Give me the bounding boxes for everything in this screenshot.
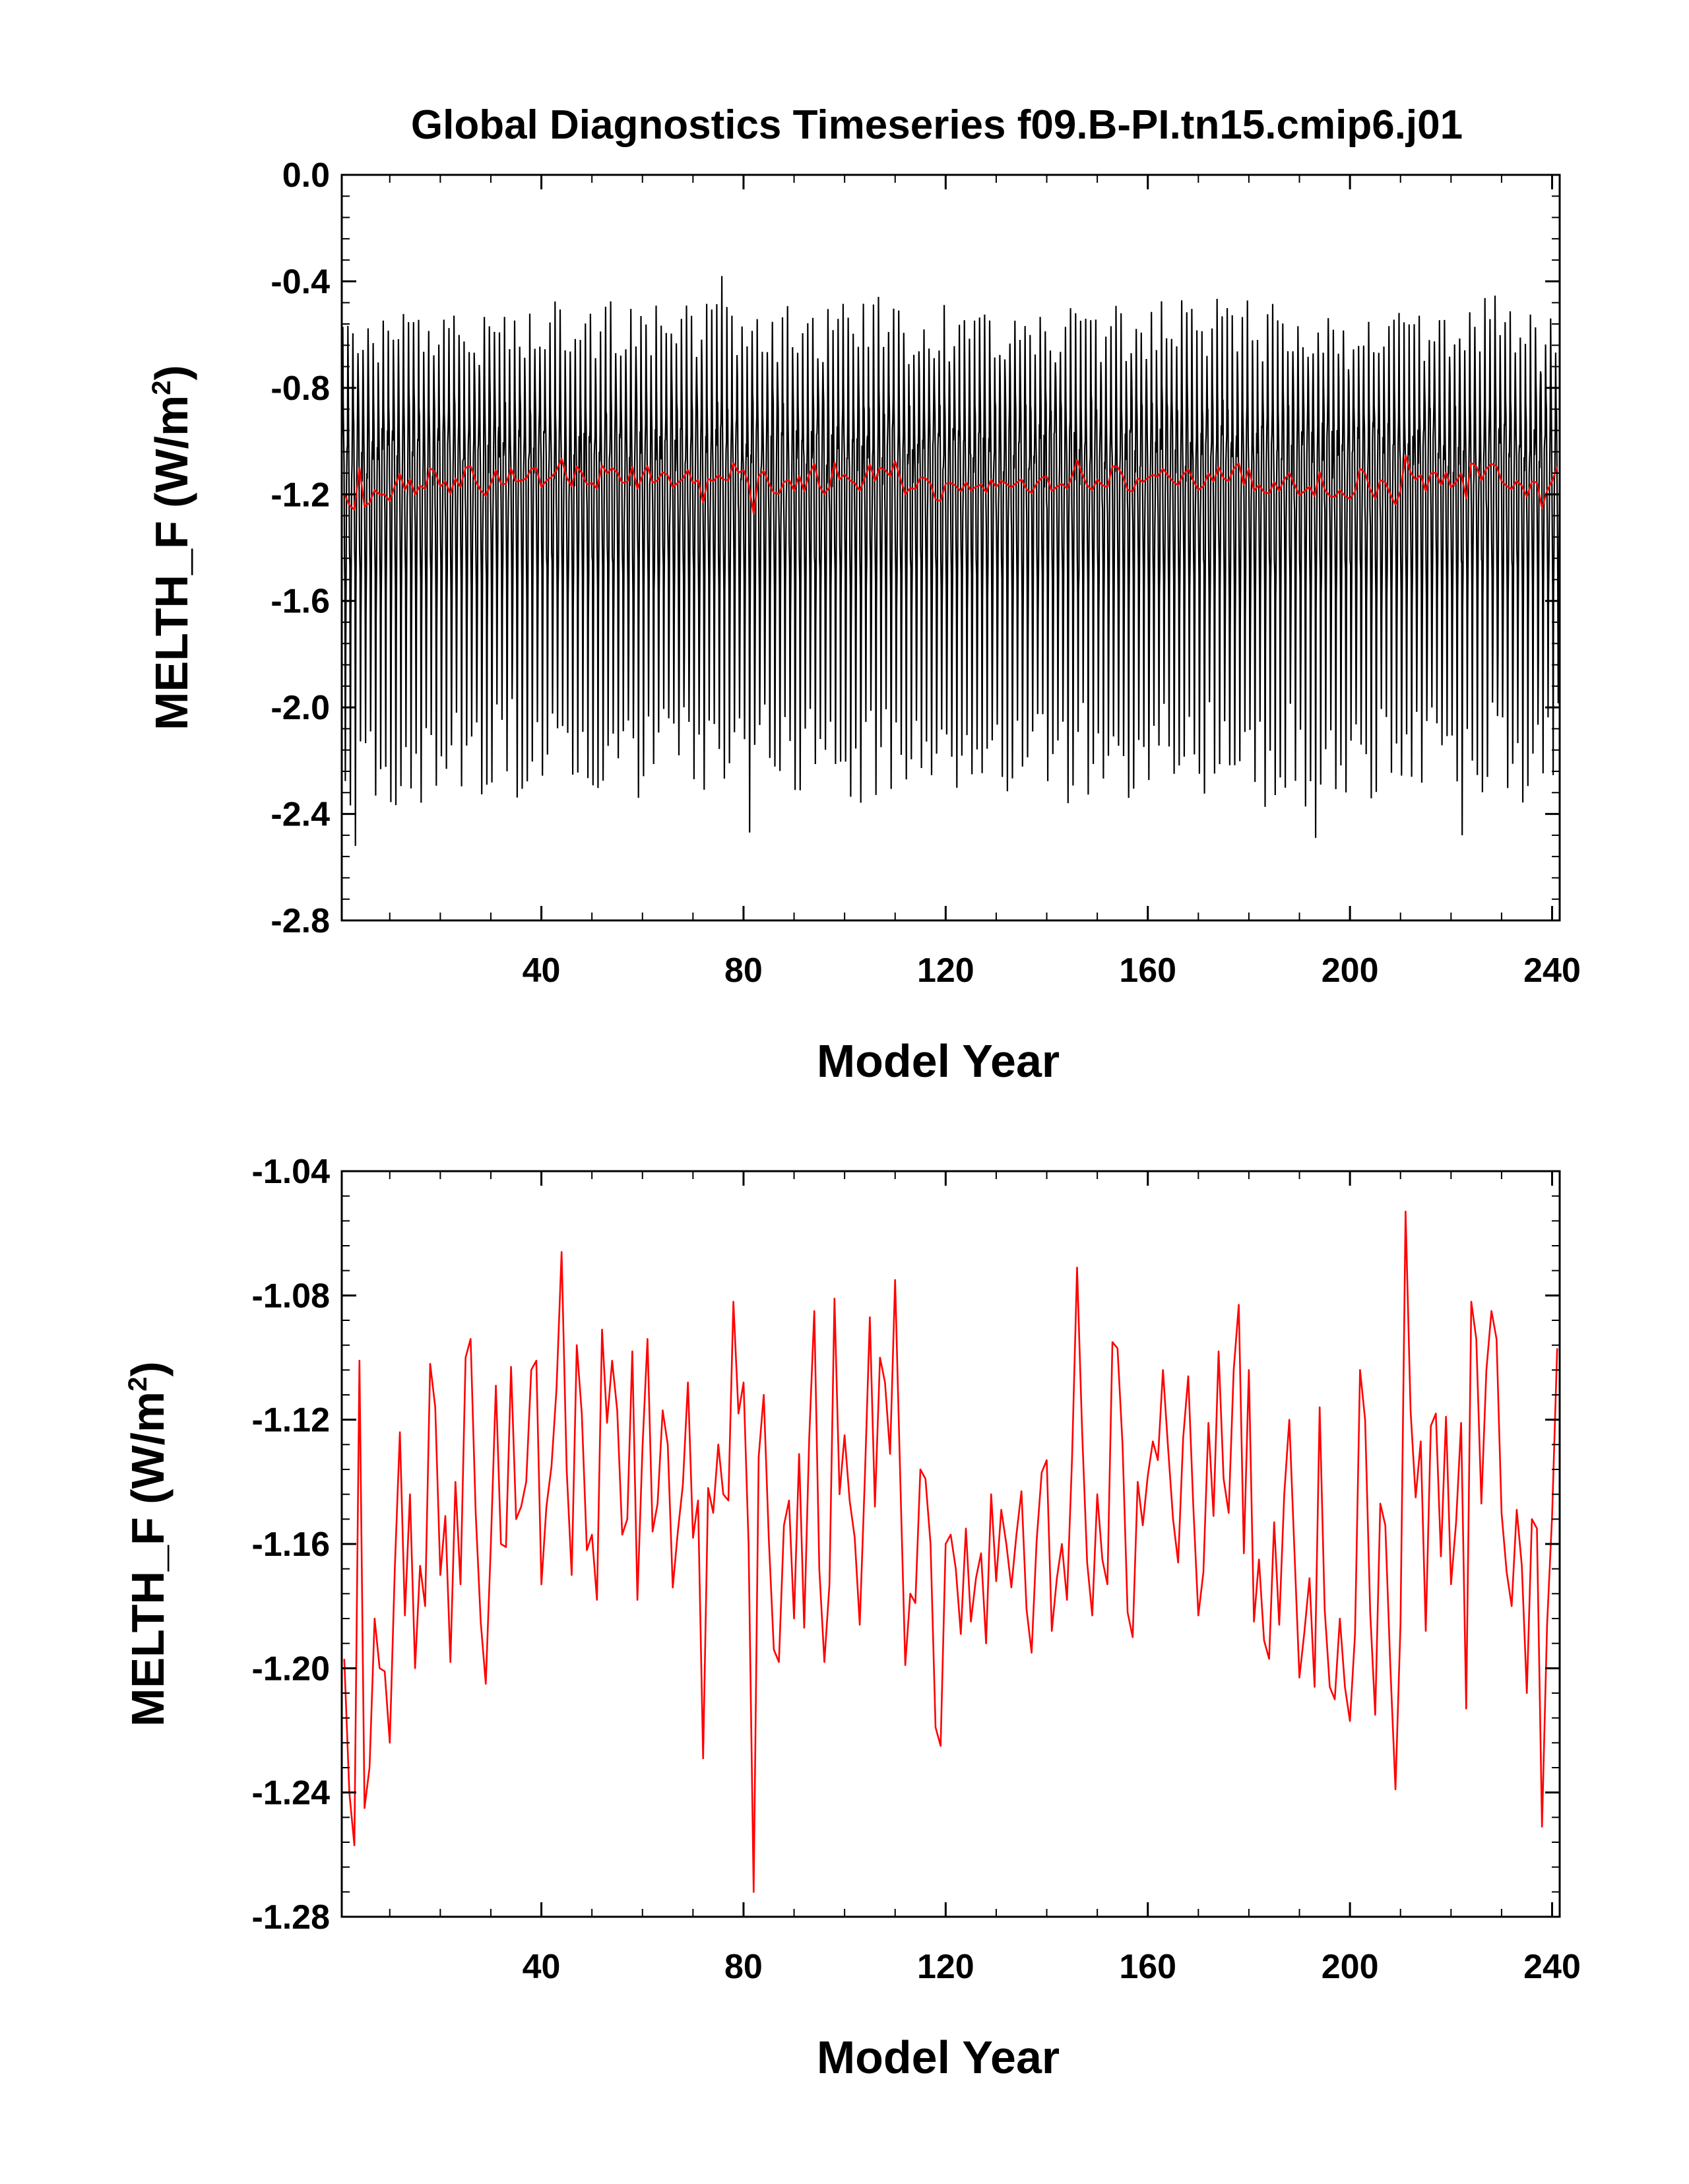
annual-mean-line — [343, 1210, 1558, 1893]
bottom-y-tick-label: -1.24 — [251, 1774, 330, 1813]
top-plot-frame — [340, 174, 1561, 922]
top-y-axis-label: MELTH_F (W/m2) — [146, 365, 197, 730]
top-y-tick-label: -2.4 — [271, 796, 330, 834]
bottom-annual-series — [343, 1210, 1558, 1893]
top-y-axis-label-close: ) — [146, 365, 197, 380]
top-y-tick-label: -2.0 — [271, 689, 330, 727]
top-annual-series — [343, 454, 1558, 515]
top-x-tick-label: 160 — [1119, 951, 1176, 990]
top-x-tick-label: 240 — [1523, 951, 1581, 990]
top-x-tick-labels: 40 80 120 160 200 240 — [523, 951, 1581, 990]
bottom-y-axis-label-close: ) — [122, 1361, 174, 1376]
bottom-y-tick-labels: -1.04 -1.08 -1.12 -1.16 -1.20 -1.24 -1.28 — [251, 1153, 330, 1937]
bottom-tick-marks — [342, 1170, 1560, 1918]
top-y-tick-labels: 0.0 -0.4 -0.8 -1.2 -1.6 -2.0 -2.4 -2.8 — [271, 156, 330, 940]
bottom-y-tick-label: -1.28 — [251, 1898, 330, 1937]
bottom-x-axis-label: Model Year — [817, 2032, 1060, 2083]
top-y-tick-label: -0.4 — [271, 263, 330, 301]
bottom-x-tick-labels: 40 80 120 160 200 240 — [523, 1948, 1581, 1986]
bottom-y-axis-label: MELTH_F (W/m2) — [122, 1361, 174, 1727]
bottom-x-tick-label: 200 — [1322, 1948, 1379, 1986]
bottom-panel: -1.04 -1.08 -1.12 -1.16 -1.20 -1.24 -1.28 40 80… — [122, 1153, 1581, 2083]
top-y-axis-label-text: MELTH_F (W/m — [146, 395, 197, 730]
top-panel: 0.0 -0.4 -0.8 -1.2 -1.6 -2.0 -2.4 -2.8 40 80 120 1… — [146, 156, 1581, 1087]
top-y-axis-label-sup: 2 — [147, 380, 176, 395]
bottom-x-tick-label: 40 — [523, 1948, 561, 1986]
bottom-x-tick-label: 160 — [1119, 1948, 1176, 1986]
top-y-tick-label: -2.8 — [271, 902, 330, 940]
bottom-y-tick-label: -1.20 — [251, 1650, 330, 1688]
top-x-tick-label: 80 — [724, 951, 763, 990]
bottom-y-tick-label: -1.08 — [251, 1277, 330, 1315]
bottom-y-tick-label: -1.04 — [251, 1153, 330, 1191]
top-y-tick-label: 0.0 — [282, 156, 330, 195]
bottom-x-tick-label: 80 — [724, 1948, 763, 1986]
top-x-tick-label: 120 — [917, 951, 974, 990]
bottom-y-axis-label-sup: 2 — [123, 1376, 152, 1391]
top-y-tick-label: -1.6 — [271, 583, 330, 621]
bottom-x-tick-label: 120 — [917, 1948, 974, 1986]
annual-mean-line — [343, 454, 1558, 515]
bottom-y-tick-label: -1.16 — [251, 1526, 330, 1564]
bottom-x-tick-label: 240 — [1523, 1948, 1581, 1986]
bottom-y-tick-label: -1.12 — [251, 1401, 330, 1440]
top-y-tick-label: -1.2 — [271, 476, 330, 514]
top-y-tick-label: -0.8 — [271, 369, 330, 408]
top-x-axis-label: Model Year — [817, 1035, 1060, 1087]
top-monthly-series — [341, 276, 1560, 847]
top-x-tick-label: 200 — [1322, 951, 1379, 990]
figure-title: Global Diagnostics Timeseries f09.B-PI.t… — [411, 102, 1463, 148]
bottom-y-axis-label-text: MELTH_F (W/m — [122, 1392, 174, 1727]
top-tick-marks — [342, 174, 1560, 922]
top-x-tick-label: 40 — [523, 951, 561, 990]
monthly-values-line — [341, 276, 1560, 847]
